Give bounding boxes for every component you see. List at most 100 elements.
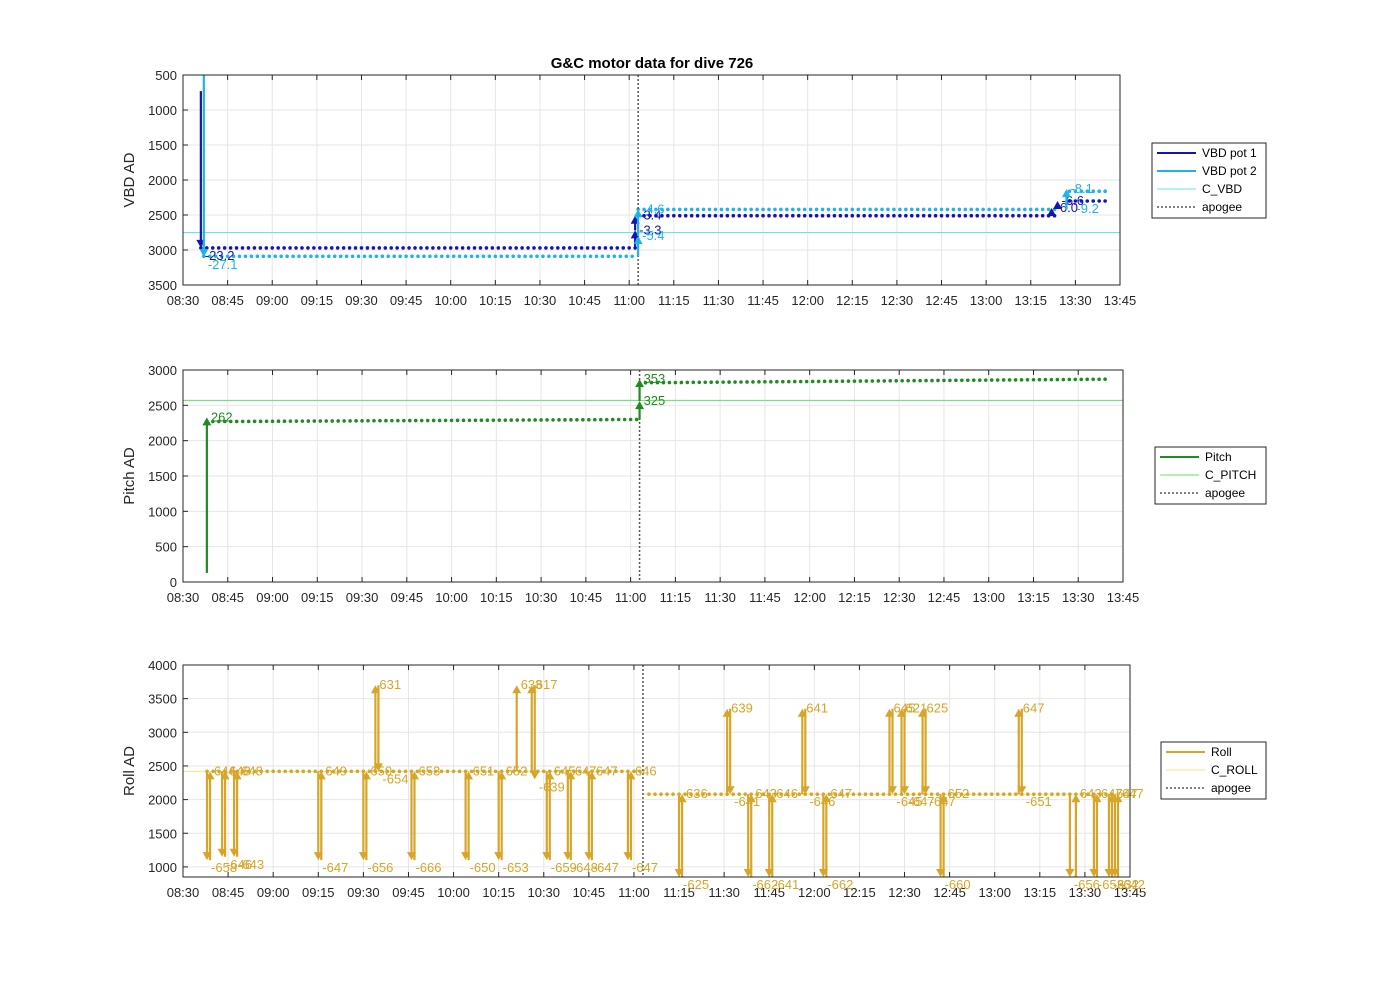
vbd-pot-2-point: [796, 207, 801, 212]
pump-arrow-head: [205, 771, 215, 780]
roll-point: [707, 792, 711, 797]
x-tick-label: 09:30: [346, 590, 379, 605]
y-tick-label: 3500: [148, 278, 177, 293]
vbd-pot-2-point: [731, 207, 736, 212]
pump-label: 325: [644, 393, 666, 408]
vbd-pot-1-point: [683, 213, 688, 218]
roll-point: [1031, 792, 1036, 797]
roll-point: [875, 792, 880, 797]
roll-point: [379, 769, 384, 774]
vbd-pot-2-point: [969, 207, 974, 212]
pitch-point: [1073, 377, 1078, 382]
vbd-pot-1-point: [264, 246, 269, 250]
vbd-pot-1-point: [246, 246, 251, 250]
vbd-pot-1-point: [892, 213, 896, 218]
pitch-point: [649, 380, 654, 385]
vbd-pot-2-point: [493, 254, 498, 259]
vbd-pot-1-point: [335, 246, 340, 250]
roll-point: [773, 792, 778, 797]
vbd-pot-2-point: [570, 254, 575, 259]
pump-label: -3.3: [639, 222, 661, 237]
y-tick-label: 3000: [148, 243, 177, 258]
pitch-point: [781, 379, 785, 384]
vbd-pot-2-point: [582, 254, 587, 259]
vbd-pot-2-point: [487, 254, 492, 259]
pump-arrow-head: [635, 379, 645, 388]
roll-point: [845, 792, 850, 797]
roll-point: [427, 769, 432, 774]
roll-point: [265, 769, 269, 774]
pump-label: 625: [927, 701, 949, 716]
pump-label: -654: [382, 771, 408, 786]
vbd-pot-1-point: [318, 246, 322, 250]
pitch-point: [775, 379, 779, 384]
pump-label: -646: [226, 857, 252, 872]
vbd-pot-2-point: [933, 207, 938, 212]
pump-arrow-head: [1065, 869, 1075, 877]
roll-point: [1098, 792, 1102, 797]
vbd-pot-2-point: [356, 254, 361, 259]
vbd-pot-1-point: [508, 246, 513, 250]
pitch-point: [1079, 377, 1084, 382]
roll-point: [469, 769, 474, 774]
pitch-point: [628, 417, 633, 422]
vbd-pot-1-point: [1023, 213, 1027, 218]
pump-label: -647: [909, 794, 935, 809]
x-tick-label: 08:30: [167, 885, 200, 900]
x-tick-label: 13:45: [1104, 293, 1137, 308]
vbd-pot-1-point: [951, 213, 956, 218]
roll-point: [517, 769, 522, 774]
pitch-point: [1013, 378, 1018, 382]
pitch-axes: 08:30 08:45 09:00 09:15 09:30 09:45 10:00 10:15…: [121, 363, 1139, 605]
pump-label: -651: [1026, 794, 1052, 809]
roll-point: [983, 792, 988, 797]
roll-point: [638, 769, 642, 774]
vbd-pot-1-point: [395, 246, 399, 250]
x-tick-label: 08:45: [212, 885, 245, 900]
vbd-pot-1-point: [826, 213, 831, 218]
vbd-pot-1-point: [323, 246, 328, 250]
pitch-point: [1061, 377, 1066, 382]
vbd-pot-2-point: [505, 254, 510, 259]
vbd-pot-1-point: [743, 213, 747, 218]
vbd-pot-2-point: [297, 254, 301, 259]
pitch-point: [942, 378, 946, 383]
vbd-pot-1-point: [407, 246, 411, 250]
y-tick-label: 3000: [148, 363, 177, 378]
vbd-pot-2-point: [451, 254, 456, 259]
y-tick-label: 1000: [148, 860, 177, 875]
roll-point: [572, 769, 576, 774]
pitch-point: [509, 418, 514, 422]
pump-arrow-head: [887, 786, 897, 795]
vbd-pot-2-point: [1005, 207, 1009, 212]
vbd-pot-2-point: [469, 254, 474, 259]
pitch-point: [288, 419, 293, 423]
roll-point: [815, 792, 820, 797]
pump-arrow-head: [1017, 786, 1027, 795]
vbd-pot-2-point: [892, 207, 896, 212]
pump-label: -662: [827, 877, 853, 892]
pitch-point: [918, 378, 922, 383]
x-tick-label: 12:30: [888, 885, 921, 900]
pitch-point: [936, 378, 940, 383]
pitch-point: [419, 418, 424, 423]
vbd-pot-1-point: [868, 213, 872, 218]
vbd-pot-1-point: [425, 246, 429, 250]
vbd-pot-1-point: [210, 246, 215, 250]
pitch-point: [757, 380, 761, 384]
vbd-pot-2-point: [475, 254, 480, 259]
vbd-pot-1-point: [312, 246, 316, 250]
vbd-pot-1-point: [832, 213, 837, 218]
roll-point: [493, 769, 498, 774]
vbd-pot-2-point: [820, 207, 825, 212]
pitch-point: [604, 417, 609, 422]
roll-point: [445, 769, 450, 774]
x-tick-label: 09:45: [390, 293, 423, 308]
vbd-pot-1-point: [365, 246, 370, 250]
x-tick-label: 11:00: [618, 885, 650, 900]
vbd-pot-2-point: [529, 254, 533, 259]
y-tick-label: 1000: [148, 504, 177, 519]
pump-label: 647: [1023, 701, 1045, 716]
roll-point: [881, 792, 886, 797]
